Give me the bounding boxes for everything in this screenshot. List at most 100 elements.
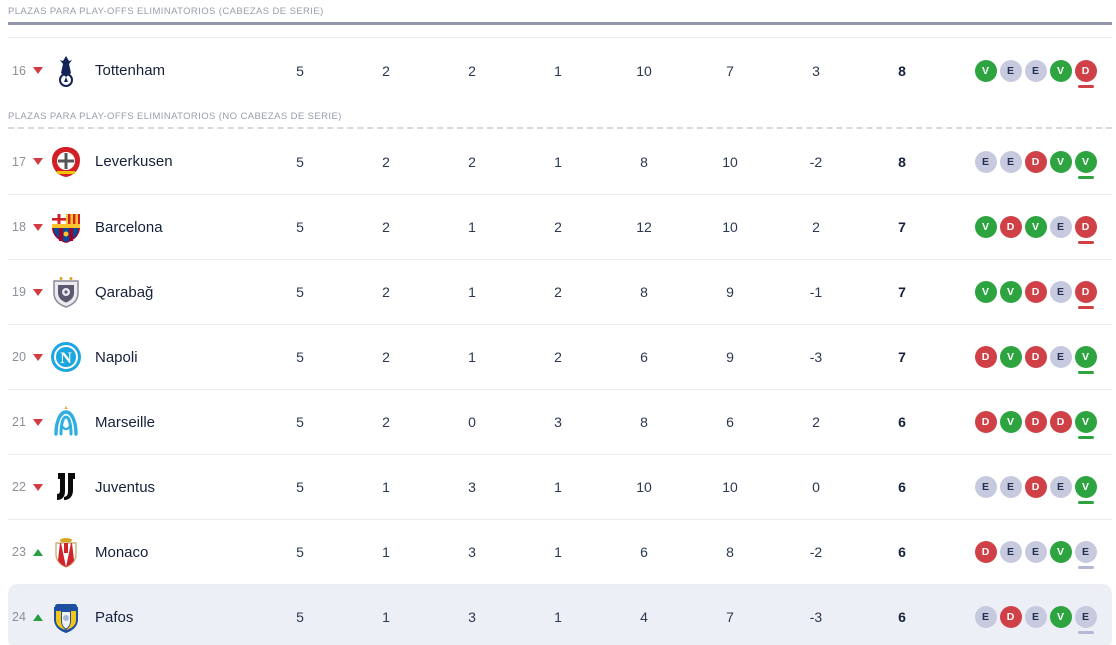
form-badge: E <box>1024 59 1047 82</box>
team-name[interactable]: Tottenham <box>95 62 166 79</box>
team-logo-barcelona <box>44 209 88 245</box>
form-badge-latest: V <box>1074 411 1097 439</box>
stat-goals-for: 10 <box>636 62 652 79</box>
form-badge: E <box>1049 476 1072 498</box>
form-badge: E <box>974 150 997 173</box>
table-row[interactable]: 16 Tottenham 5 2 2 1 10 7 3 8 V E E V D <box>8 38 1112 103</box>
stat-goals-against: 9 <box>726 284 734 300</box>
team-name[interactable]: Pafos <box>95 608 134 626</box>
position: 20 <box>12 350 26 364</box>
section-header-unseeded: PLAZAS PARA PLAY-OFFS ELIMINATORIOS (NO … <box>8 103 1112 129</box>
team-logo-juventus <box>44 469 88 505</box>
form-badge: D <box>999 216 1022 238</box>
stat-goals-against: 10 <box>722 153 738 170</box>
stat-played: 5 <box>296 414 304 430</box>
form-badge: E <box>999 476 1022 498</box>
position: 19 <box>12 285 26 299</box>
form-badge-latest: D <box>1074 59 1097 88</box>
team-name[interactable]: Marseille <box>95 413 156 431</box>
stat-played: 5 <box>296 284 304 300</box>
table-row[interactable]: 18 Barcelona 5 2 1 2 12 10 2 7 V D V E D <box>8 194 1112 259</box>
stat-points: 7 <box>898 219 906 235</box>
form-badge-latest: D <box>1074 216 1097 244</box>
stat-played: 5 <box>296 219 304 235</box>
form-badge: V <box>999 411 1022 433</box>
form-badge: D <box>999 606 1022 628</box>
form-badge-latest: V <box>1074 346 1097 374</box>
form-badge: E <box>999 541 1022 563</box>
team-name[interactable]: Juventus <box>95 478 156 496</box>
table-row-highlighted[interactable]: 24 Pafos 5 1 3 1 4 7 -3 6 E D E V E <box>8 584 1112 645</box>
stat-draws: 2 <box>468 153 476 170</box>
position: 18 <box>12 220 26 234</box>
table-row[interactable]: 20 N Napoli 5 2 1 2 6 9 -3 7 D V D E V <box>8 324 1112 389</box>
team-name[interactable]: Leverkusen <box>95 153 173 170</box>
stat-goal-diff: -3 <box>809 349 823 365</box>
team-name[interactable]: Monaco <box>95 543 149 561</box>
form-badge: E <box>1049 346 1072 368</box>
form-badge: V <box>1049 541 1072 563</box>
stat-wins: 2 <box>382 153 390 170</box>
team-name[interactable]: Barcelona <box>95 218 163 236</box>
stat-goals-against: 9 <box>726 349 734 365</box>
form-badge: D <box>1024 346 1047 368</box>
form-badge: E <box>974 476 997 498</box>
stat-goals-against: 10 <box>722 219 738 235</box>
form-badge: V <box>1049 606 1072 628</box>
position: 16 <box>12 63 26 78</box>
table-row[interactable]: 17 Leverkusen 5 2 2 1 8 10 -2 8 E E D V … <box>8 129 1112 194</box>
form-badge: V <box>974 59 997 82</box>
form-badges: D V D D V <box>945 411 1112 439</box>
table-row[interactable]: 23 Monaco 5 1 3 1 6 8 -2 6 D E E V E <box>8 519 1112 584</box>
stat-goal-diff: -3 <box>809 609 823 625</box>
team-logo-tottenham <box>44 53 88 89</box>
stat-goals-for: 8 <box>640 284 648 300</box>
form-badge: V <box>1049 59 1072 82</box>
form-badges: E E D E V <box>945 476 1112 504</box>
stat-played: 5 <box>296 153 304 170</box>
stat-wins: 2 <box>382 219 390 235</box>
trend-icon <box>33 483 43 491</box>
stat-goals-for: 10 <box>636 479 652 495</box>
stat-goal-diff: 2 <box>812 414 820 430</box>
form-badges: V E E V D <box>945 59 1112 88</box>
stat-points: 7 <box>898 349 906 365</box>
stat-goal-diff: 0 <box>812 479 820 495</box>
form-badge: V <box>999 281 1022 303</box>
form-badge: D <box>974 346 997 368</box>
trend-icon <box>33 67 43 74</box>
stat-wins: 2 <box>382 284 390 300</box>
stat-losses: 3 <box>554 414 562 430</box>
form-badge: E <box>974 606 997 628</box>
form-badge: D <box>1049 411 1072 433</box>
table-row[interactable]: 22 Juventus 5 1 3 1 10 10 0 6 E E D E V <box>8 454 1112 519</box>
form-badges: D V D E V <box>945 346 1112 374</box>
position: 23 <box>12 545 26 559</box>
stat-goals-for: 12 <box>636 219 652 235</box>
stat-goals-for: 8 <box>640 414 648 430</box>
form-badge: E <box>1049 281 1072 303</box>
trend-icon <box>33 353 43 361</box>
form-badges: D E E V E <box>945 541 1112 569</box>
stat-draws: 3 <box>468 609 476 625</box>
stat-losses: 1 <box>554 544 562 560</box>
stat-losses: 2 <box>554 284 562 300</box>
form-badge: D <box>1024 281 1047 303</box>
form-badge-latest: V <box>1074 476 1097 504</box>
stat-losses: 2 <box>554 219 562 235</box>
position: 21 <box>12 415 26 429</box>
section-label: PLAZAS PARA PLAY-OFFS ELIMINATORIOS (NO … <box>8 111 342 122</box>
table-row[interactable]: 21 Marseille 5 2 0 3 8 6 2 6 D V D D V <box>8 389 1112 454</box>
form-badge: D <box>974 541 997 563</box>
form-badge: V <box>1024 216 1047 238</box>
stat-draws: 0 <box>468 414 476 430</box>
form-badges: V D V E D <box>945 216 1112 244</box>
stat-wins: 2 <box>382 62 390 79</box>
form-badges: E D E V E <box>945 606 1112 634</box>
team-name[interactable]: Napoli <box>95 348 138 366</box>
stat-goal-diff: -2 <box>809 153 823 170</box>
table-row[interactable]: 19 Qarabağ 5 2 1 2 8 9 -1 7 V V D E D <box>8 259 1112 324</box>
form-badge-latest: V <box>1074 150 1097 179</box>
team-name[interactable]: Qarabağ <box>95 283 154 301</box>
stat-wins: 2 <box>382 414 390 430</box>
